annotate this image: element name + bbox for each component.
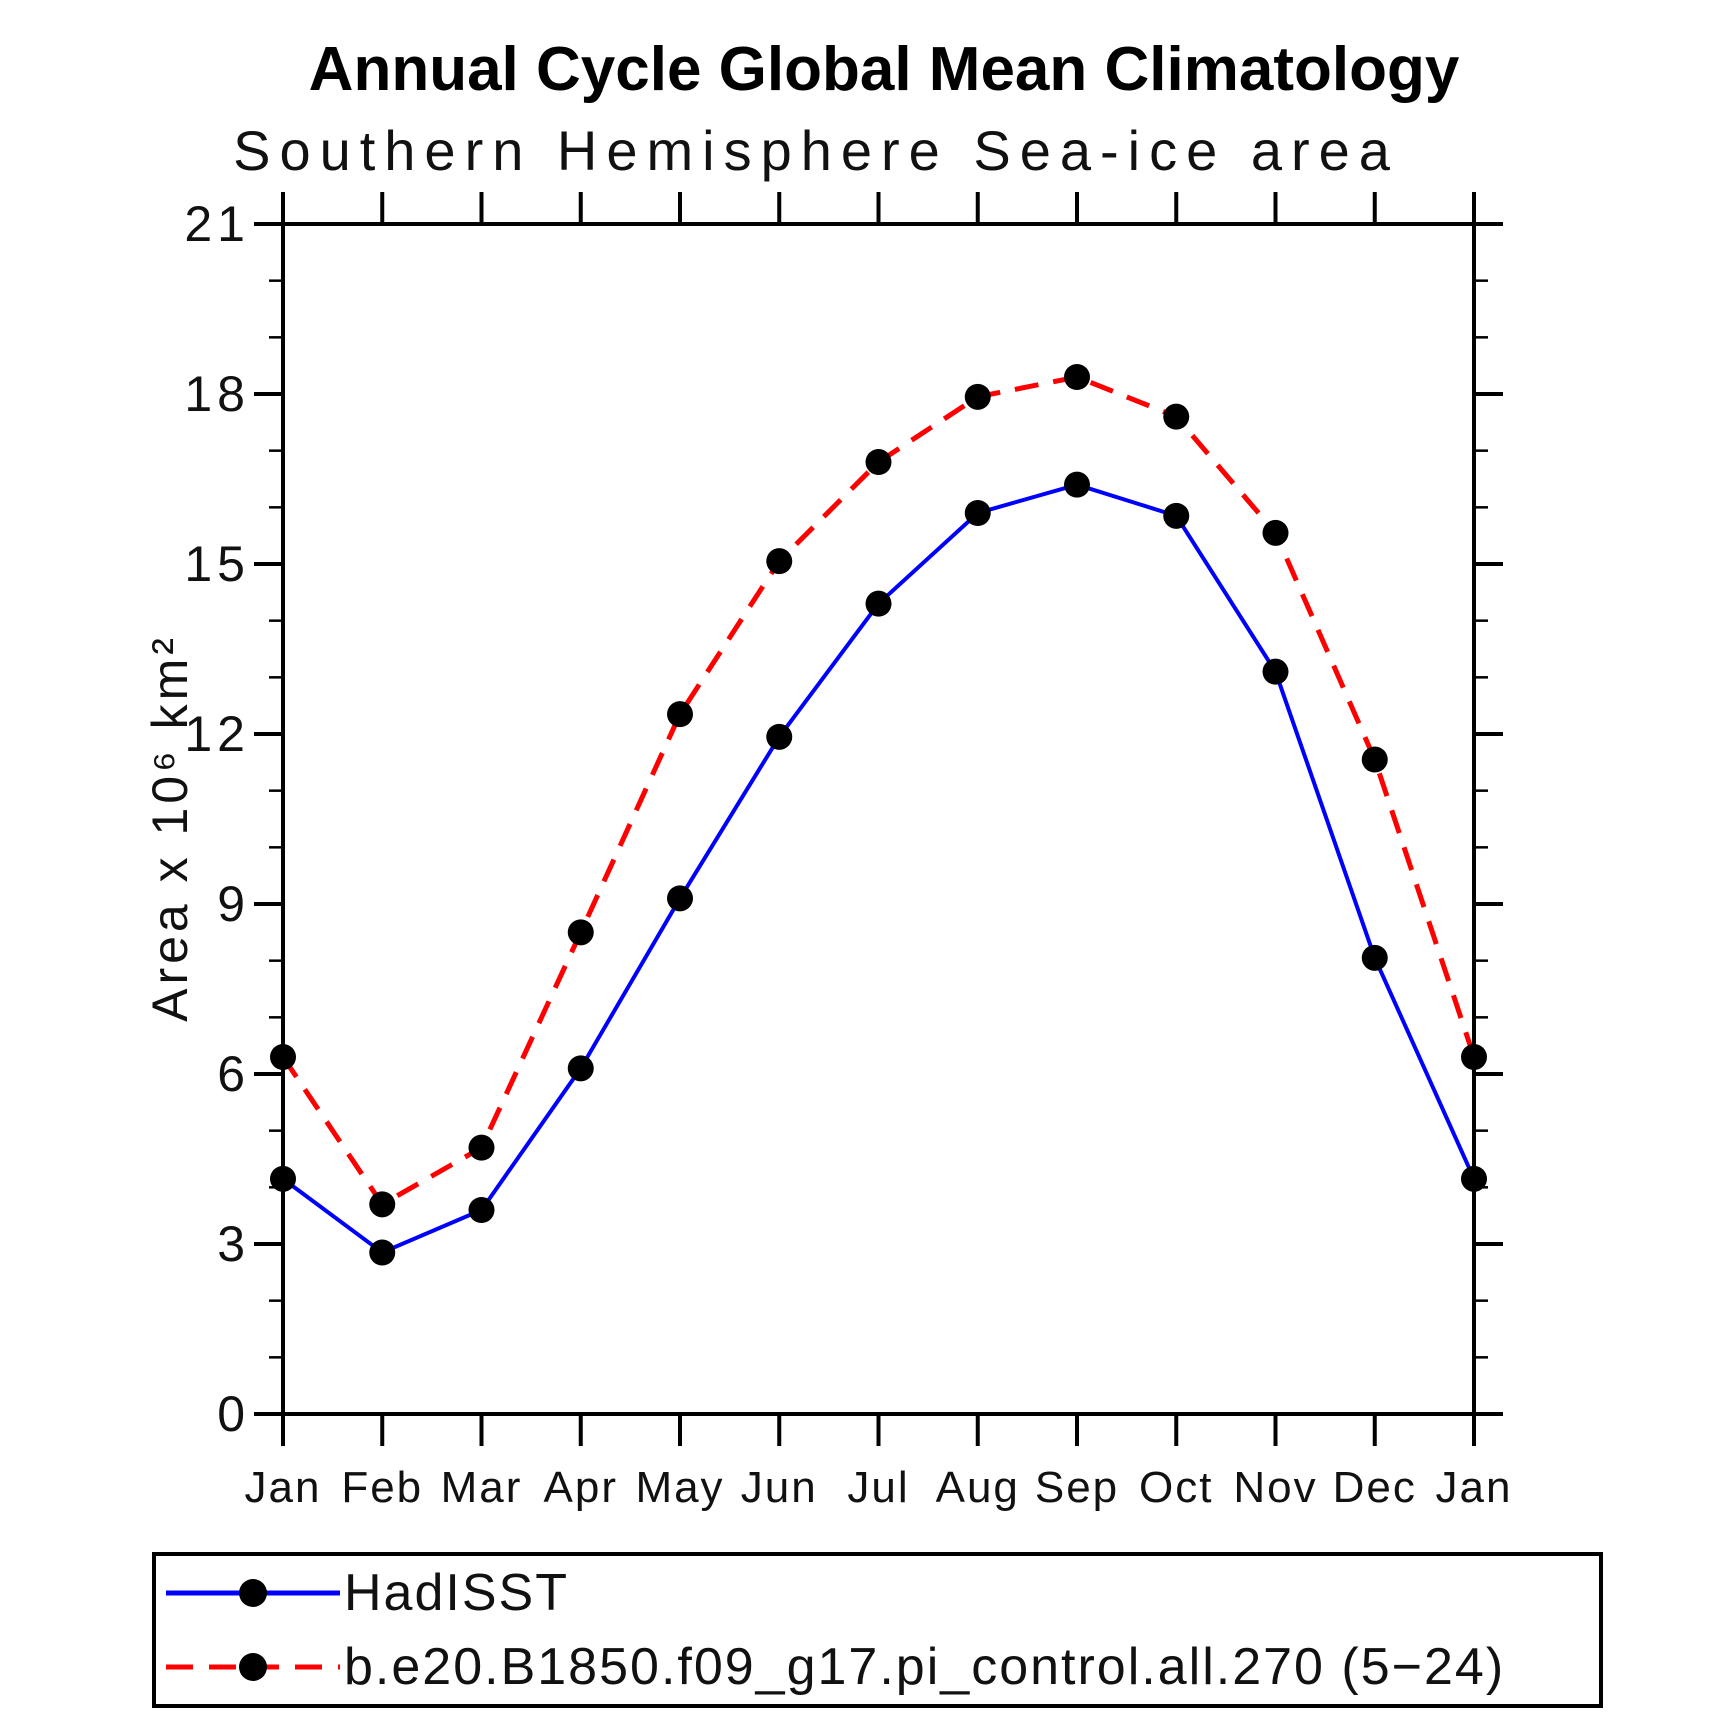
chart-subtitle: Southern Hemisphere Sea-ice area: [233, 119, 1399, 182]
data-point-marker: [964, 383, 991, 410]
x-tick-label: Sep: [1035, 1463, 1119, 1512]
x-tick-label: Jul: [847, 1463, 909, 1512]
data-point-marker: [1461, 1044, 1487, 1070]
data-point-marker: [468, 1197, 495, 1223]
y-tick-label: 9: [217, 876, 250, 932]
data-point-marker: [865, 449, 892, 475]
data-point-marker: [1361, 746, 1388, 773]
data-point-marker: [270, 1044, 296, 1070]
x-tick-label: Oct: [1139, 1463, 1213, 1512]
x-tick-label: Feb: [341, 1463, 423, 1512]
data-point-marker: [1163, 502, 1190, 529]
legend-line-sample-solid: [166, 1579, 340, 1607]
data-point-marker: [270, 1165, 296, 1192]
x-tick-label: Mar: [441, 1463, 523, 1512]
x-tick-label: Jan: [1436, 1463, 1513, 1512]
x-tick-label: Jun: [741, 1463, 818, 1512]
y-tick-label: 12: [184, 706, 250, 762]
data-point-marker: [468, 1134, 495, 1161]
chart-title: Annual Cycle Global Mean Climatology: [308, 35, 1460, 104]
data-point-marker: [1163, 403, 1190, 430]
plot-frame: [281, 222, 1476, 1416]
x-tick-label: Aug: [936, 1463, 1020, 1512]
data-point-marker: [766, 723, 793, 750]
y-tick-label: 15: [184, 536, 250, 592]
y-tick-label: 6: [217, 1046, 250, 1102]
data-point-marker: [369, 1191, 396, 1218]
legend-row-hadisst: HadISST: [156, 1558, 1599, 1628]
data-point-marker: [369, 1239, 396, 1266]
data-point-marker: [567, 1055, 594, 1082]
legend-label-model: b.e20.B1850.f09_g17.pi_control.all.270 (…: [344, 1638, 1506, 1696]
data-point-marker: [1064, 471, 1090, 498]
legend-row-model: b.e20.B1850.f09_g17.pi_control.all.270 (…: [156, 1632, 1599, 1702]
data-point-marker: [667, 701, 693, 728]
series-line-1: [280, 374, 1477, 1208]
legend: HadISST b.e20.B1850.f09_g17.pi_control.a…: [152, 1552, 1603, 1708]
legend-line-sample-dashed: [166, 1653, 340, 1681]
x-tick-label: Apr: [544, 1463, 618, 1512]
y-tick-label: 18: [184, 366, 250, 422]
y-tick-label: 21: [184, 196, 250, 252]
data-point-marker: [567, 919, 594, 946]
x-tick-label: Dec: [1333, 1463, 1417, 1512]
legend-label-hadisst: HadISST: [344, 1564, 569, 1622]
data-point-marker: [964, 500, 991, 526]
data-point-marker: [1262, 519, 1289, 546]
data-point-marker: [766, 548, 793, 575]
data-point-marker: [1064, 364, 1090, 390]
x-tick-label: May: [635, 1463, 724, 1512]
y-tick-label: 3: [217, 1216, 250, 1272]
x-tick-label: Nov: [1233, 1463, 1317, 1512]
data-point-marker: [865, 590, 892, 617]
data-point-marker: [1361, 944, 1388, 971]
y-tick-label: 0: [217, 1386, 250, 1442]
data-point-marker: [667, 885, 693, 912]
x-tick-label: Jan: [245, 1463, 322, 1512]
data-point-marker: [1262, 658, 1289, 685]
data-point-marker: [1461, 1165, 1487, 1192]
